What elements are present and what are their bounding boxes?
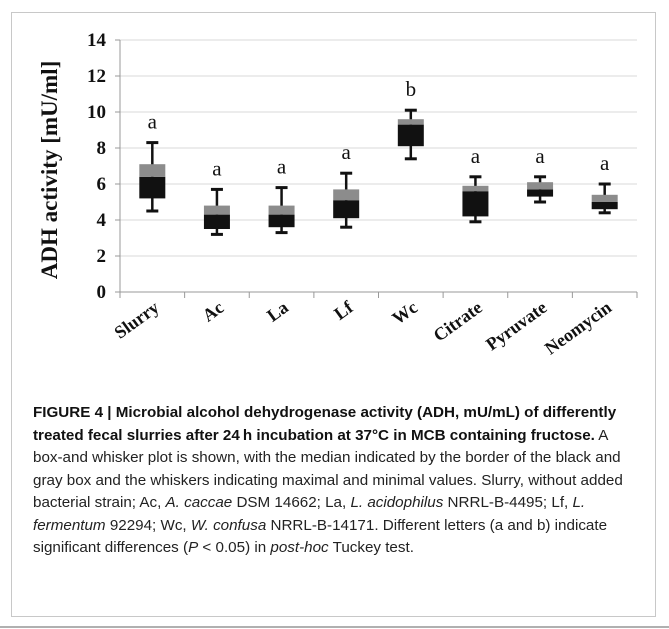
caption-title: FIGURE 4 | Microbial alcohol dehydrogena… — [33, 404, 617, 444]
x-tick-label: Citrate — [430, 297, 486, 345]
y-tick-label: 12 — [87, 66, 106, 87]
boxes: a a a a b a a a — [139, 77, 618, 236]
box-la: a — [268, 155, 295, 235]
caption-italic-5: P — [188, 539, 199, 556]
caption-text-5: NRRL-B-14171. Different letters (a and b… — [33, 516, 608, 557]
y-tick-label: 14 — [87, 30, 107, 51]
caption-italic-2: L. acidophilus — [350, 494, 444, 511]
x-tick-label: Neomycin — [541, 297, 615, 358]
box-wc: b — [397, 77, 424, 161]
box-lower-quartile — [333, 200, 360, 219]
box-upper-quartile — [268, 205, 295, 215]
caption-text-2: DSM 14662; La, — [232, 494, 351, 511]
significance-letter: a — [342, 140, 352, 164]
significance-letter: a — [212, 156, 222, 180]
box-lower-quartile — [527, 189, 554, 197]
box-upper-quartile — [397, 119, 424, 125]
significance-letter: a — [148, 110, 158, 134]
caption-italic-1: A. caccae — [165, 494, 233, 511]
significance-letter: a — [535, 144, 545, 168]
x-tick-label: Ac — [199, 297, 228, 326]
significance-letter: a — [471, 144, 481, 168]
box-lower-quartile — [268, 214, 295, 228]
caption-text-6: < 0.05) in — [198, 539, 271, 556]
y-tick-label: 0 — [97, 282, 107, 303]
axes — [115, 39, 638, 298]
box-upper-quartile — [203, 205, 230, 215]
x-tick-label: Lf — [330, 296, 357, 323]
significance-letter: a — [277, 155, 287, 179]
box-upper-quartile — [591, 194, 618, 202]
y-tick-label: 10 — [87, 102, 106, 123]
box-lower-quartile — [203, 214, 230, 229]
box-lower-quartile — [397, 124, 424, 147]
caption-text-7: Tuckey test. — [328, 539, 414, 556]
x-tick-label: Pyruvate — [482, 297, 550, 354]
box-lower-quartile — [462, 191, 489, 217]
caption-italic-4: W. confusa — [190, 516, 267, 534]
box-lower-quartile — [139, 176, 166, 199]
bottom-rule — [0, 626, 669, 628]
box-upper-quartile — [527, 182, 554, 190]
gridlines — [120, 39, 637, 257]
y-tick-label: 8 — [97, 138, 107, 159]
figure-frame — [11, 12, 656, 617]
box-ac: a — [203, 156, 230, 236]
box-upper-quartile — [333, 189, 360, 201]
significance-letter: b — [406, 77, 417, 101]
box-pyruvate: a — [527, 144, 554, 204]
x-tick-label: Wc — [388, 297, 421, 328]
caption-text-3: NRRL-B-4495; Lf, — [443, 494, 573, 511]
y-tick-label: 2 — [97, 246, 107, 267]
box-neomycin: a — [591, 151, 618, 215]
significance-letter: a — [600, 151, 610, 175]
caption-italic-3: L. fermentum — [33, 494, 586, 534]
box-upper-quartile — [462, 185, 489, 192]
figure-caption: FIGURE 4 | Microbial alcohol dehydrogena… — [33, 402, 633, 560]
box-upper-quartile — [139, 164, 166, 177]
x-tick-label: Slurry — [110, 297, 162, 343]
y-axis-label: ADH activity [mU/ml] — [37, 61, 62, 279]
box-lf: a — [333, 140, 360, 229]
box-slurry: a — [139, 110, 166, 213]
y-tick-label: 6 — [97, 174, 107, 195]
y-tick-label: 4 — [97, 210, 107, 231]
caption-text-4: 92294; Wc, — [105, 516, 191, 534]
box-lower-quartile — [591, 202, 618, 210]
caption-text-1: A box-and whisker plot is shown, with th… — [33, 426, 623, 512]
caption-italic-6: post-hoc — [270, 539, 329, 556]
x-tick-label: La — [263, 297, 292, 326]
box-citrate: a — [462, 144, 489, 224]
box-plot-chart: a a a a b a a a 0 2 4 6 8 10 12 14 Slurry Ac La Lf Wc Citrat… — [37, 30, 638, 358]
